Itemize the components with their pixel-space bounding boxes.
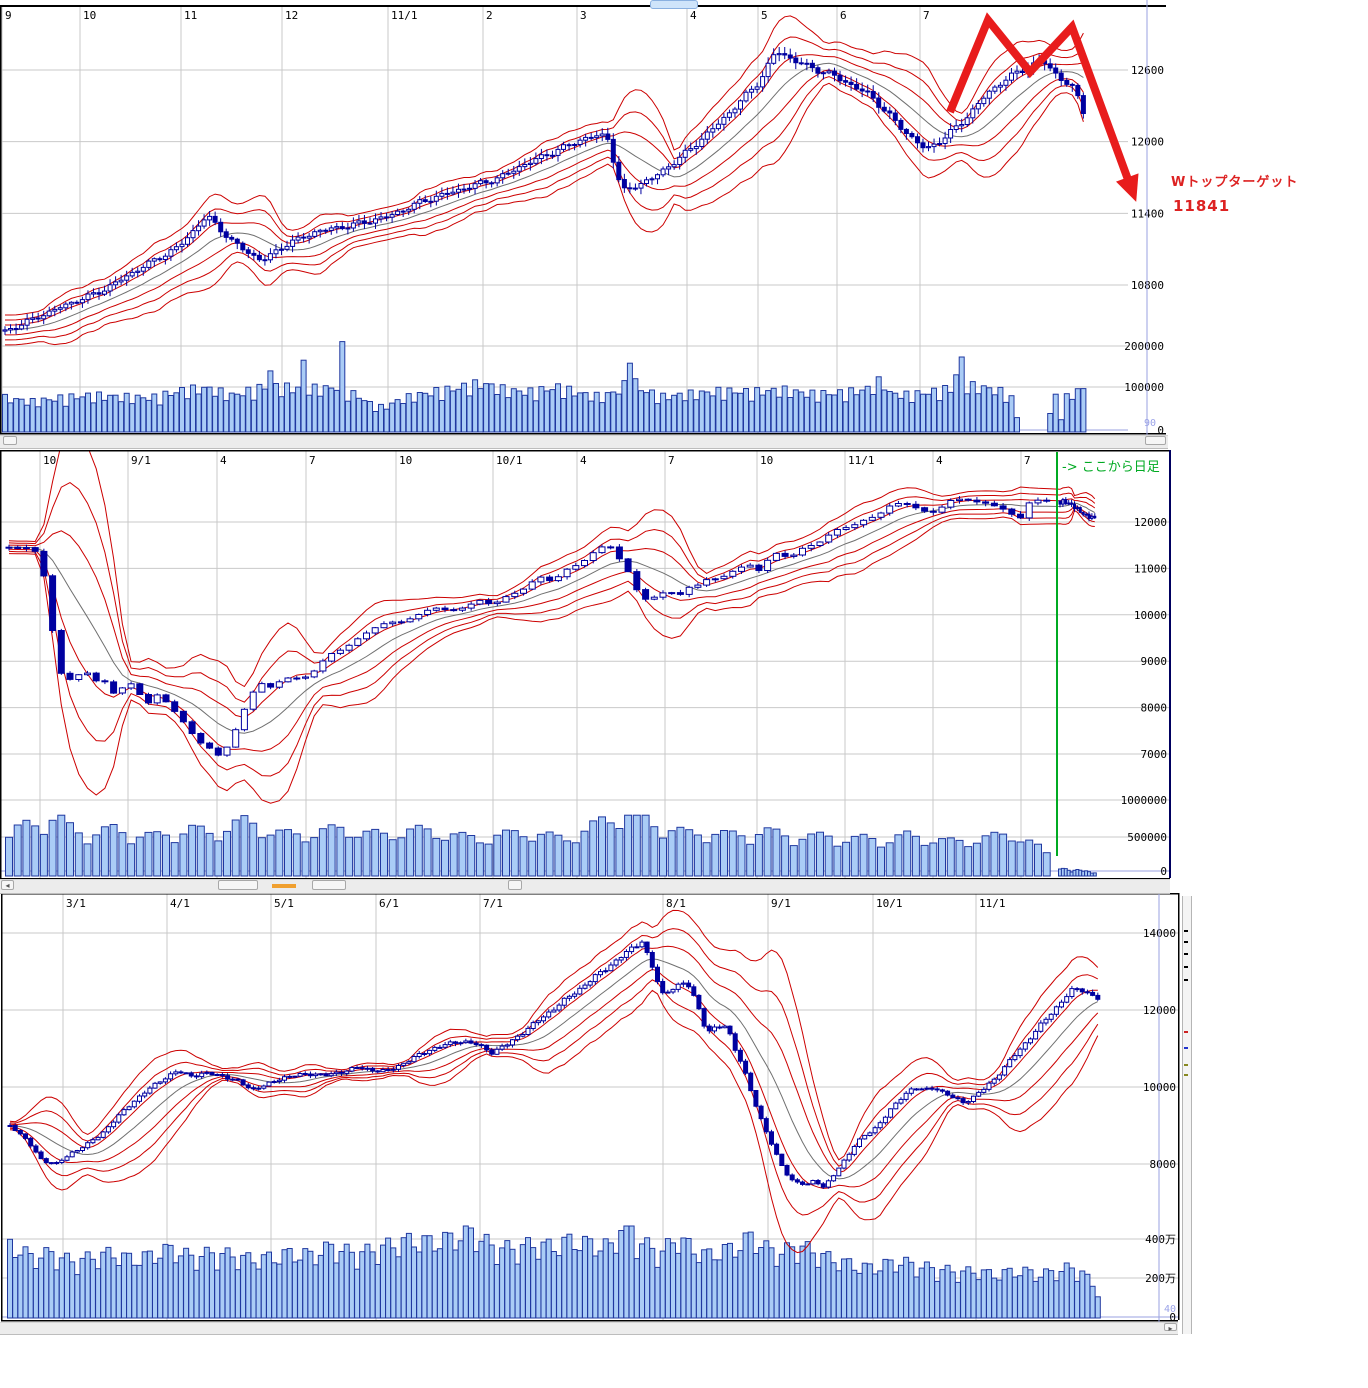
x-axis-label: 5/1 — [274, 897, 294, 910]
candlestick-series — [5, 496, 1097, 757]
scroll-button[interactable] — [218, 880, 258, 890]
arrow-head — [1116, 173, 1139, 202]
cursor-value-label: 90 — [1144, 418, 1156, 429]
volume-series — [5, 814, 1097, 877]
chart-middle: 10 9/1 4 7 10 10/1 4 7 10 11/1 4 7 12000 11000 10000 90… — [0, 450, 1171, 880]
x-axis-label: 9/1 — [771, 897, 791, 910]
scroll-button[interactable]: ◂ — [1, 880, 14, 890]
volume-axis-label: 400万 — [1145, 1233, 1176, 1246]
x-axis-label: 10/1 — [496, 454, 523, 467]
price-axis-label: 8000 — [1141, 702, 1168, 715]
x-axis-label: 4 — [690, 9, 697, 22]
x-axis-label: 7/1 — [483, 897, 503, 910]
w-top-target-label: Wトップターゲット — [1171, 175, 1299, 190]
scroll-button[interactable] — [1145, 436, 1166, 445]
volume-axis-label: 0 — [1157, 424, 1164, 437]
window-fragment — [650, 0, 698, 9]
chart-daily-top: 910111211/123456712600120001140010800200… — [0, 5, 1166, 437]
scroll-button[interactable] — [3, 436, 17, 445]
cursor-value-label: 40 — [1164, 1304, 1176, 1315]
volume-axis-label: 0 — [1160, 865, 1167, 878]
strip-mark — [1184, 1074, 1188, 1076]
price-axis-label: 12000 — [1134, 516, 1167, 529]
x-axis-label: 9/1 — [131, 454, 151, 467]
x-axis-label: 10 — [760, 454, 773, 467]
volume-axis-label: 200万 — [1145, 1272, 1176, 1285]
x-axis-label: 3 — [580, 9, 587, 22]
x-axis-label: 10 — [399, 454, 412, 467]
w-top-target-value: 11841 — [1173, 197, 1231, 215]
x-axis-label: 3/1 — [66, 897, 86, 910]
price-axis-label: 9000 — [1141, 655, 1168, 668]
w-top-drawing — [946, 12, 1134, 187]
volume-axis-label: 1000000 — [1121, 794, 1167, 807]
x-axis-label: 11/1 — [848, 454, 875, 467]
x-axis-label: 7 — [1024, 454, 1031, 467]
bollinger-bands — [9, 909, 1099, 1254]
price-axis-label: 11000 — [1134, 562, 1167, 575]
x-axis-label: 11 — [184, 9, 197, 22]
strip-mark — [1184, 941, 1188, 943]
strip-mark — [1184, 953, 1188, 955]
daily-bars-note: -> ここから日足 — [1062, 460, 1160, 475]
price-axis-label: 8000 — [1150, 1158, 1177, 1171]
x-axis-label: 10/1 — [876, 897, 903, 910]
price-axis-label: 7000 — [1141, 748, 1168, 761]
x-axis-label: 7 — [923, 9, 930, 22]
volume-series — [7, 1225, 1101, 1319]
strip-mark — [1184, 1031, 1188, 1033]
chart1-hscroll[interactable] — [0, 435, 1168, 449]
bollinger-bands — [4, 15, 1084, 346]
x-axis-label: 11/1 — [979, 897, 1006, 910]
x-axis-label: 4 — [220, 454, 227, 467]
strip-mark — [1184, 966, 1188, 968]
orange-marker — [272, 884, 296, 888]
scroll-button[interactable] — [508, 880, 522, 890]
strip-mark — [1184, 1047, 1188, 1049]
strip-mark — [1184, 979, 1188, 981]
x-axis-label: 4 — [580, 454, 587, 467]
strip-mark — [1184, 1064, 1188, 1066]
x-axis-label: 9 — [5, 9, 12, 22]
x-axis-label: 12 — [285, 9, 298, 22]
x-axis-label: 2 — [486, 9, 493, 22]
volume-axis-label: 500000 — [1127, 831, 1167, 844]
x-axis-label: 4/1 — [170, 897, 190, 910]
candlestick-series — [7, 939, 1101, 1189]
x-axis-label: 10 — [43, 454, 56, 467]
x-axis-label: 10 — [83, 9, 96, 22]
x-axis-label: 7 — [668, 454, 675, 467]
scroll-button[interactable] — [312, 880, 346, 890]
x-axis-label: 4 — [936, 454, 943, 467]
candlestick-series — [2, 47, 1086, 335]
chart3-hscroll[interactable] — [0, 1322, 1178, 1335]
chart2-hscroll[interactable] — [0, 879, 1170, 894]
chart-weekly-bottom: 3/14/15/16/17/18/19/110/111/114000120001… — [1, 893, 1180, 1324]
volume-axis-label: 0 — [1169, 1311, 1176, 1324]
volume-series — [2, 341, 1087, 433]
volume-axis-label: 200000 — [1124, 340, 1164, 353]
bollinger-bands — [8, 450, 1096, 804]
x-axis-label: 8/1 — [666, 897, 686, 910]
x-axis-label: 6 — [840, 9, 847, 22]
right-side-strip[interactable] — [1182, 896, 1192, 1334]
scroll-button[interactable]: ▸ — [1164, 1323, 1177, 1333]
x-axis-label: 5 — [761, 9, 768, 22]
strip-mark — [1184, 930, 1188, 932]
x-axis-label: 11/1 — [391, 9, 418, 22]
price-axis-label: 10000 — [1134, 609, 1167, 622]
volume-axis-label: 100000 — [1124, 381, 1164, 394]
x-axis-label: 6/1 — [379, 897, 399, 910]
x-axis-label: 7 — [309, 454, 316, 467]
